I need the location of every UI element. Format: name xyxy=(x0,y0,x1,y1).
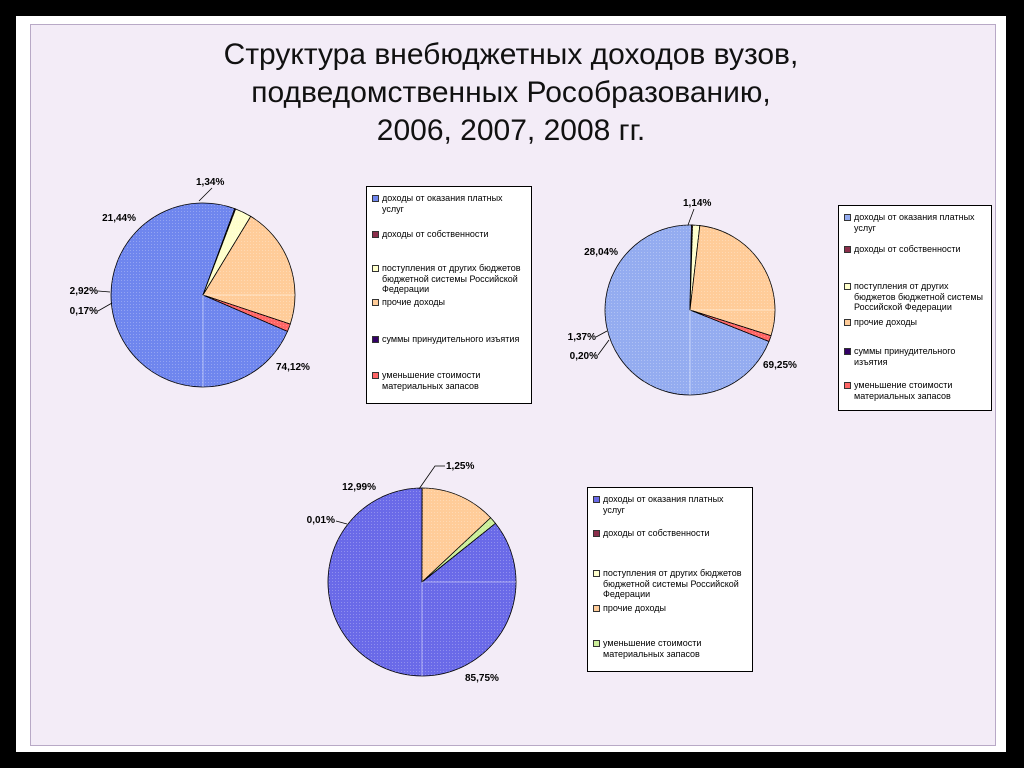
legend-item-other-income: прочие доходы xyxy=(372,297,524,308)
data-label-paid-services-2008: 85,75% xyxy=(465,673,499,684)
legend-item-other-budgets: поступления от других бюджетов бюджетной… xyxy=(844,281,984,313)
legend-swatch xyxy=(593,605,600,612)
slide-title: Структура внебюджетных доходов вузов, по… xyxy=(16,36,1006,150)
pie-chart-2007: 69,25% 0,20% 1,37% 28,04% 1,14% xyxy=(568,198,797,396)
pie-slice-texture xyxy=(422,488,491,582)
data-label-inventory-reduction-2007: 1,14% xyxy=(683,198,711,209)
legend-label: поступления от других бюджетов бюджетной… xyxy=(382,263,521,294)
legend-label: уменьшение стоимости материальных запасо… xyxy=(382,370,481,391)
legend-item-paid-services: доходы от оказания платных услуг xyxy=(593,494,745,515)
legend-swatch xyxy=(844,214,851,221)
data-label-paid-services-2007: 69,25% xyxy=(763,360,797,371)
legend-label: поступления от других бюджетов бюджетной… xyxy=(854,281,984,312)
legend-item-other-income: прочие доходы xyxy=(593,603,745,614)
legend-label: прочие доходы xyxy=(382,297,445,307)
legend-item-inventory-reduction: уменьшение стоимости материальных запасо… xyxy=(844,380,984,401)
legend-item-paid-services: доходы от оказания платных услуг xyxy=(372,193,524,214)
legend-label: доходы от оказания платных услуг xyxy=(603,494,724,515)
data-label-inventory-reduction-2006: 1,34% xyxy=(196,177,224,188)
pie-slice-texture xyxy=(203,208,251,295)
legend-item-inventory-reduction: уменьшение стоимости материальных запасо… xyxy=(372,370,524,391)
leader-line xyxy=(595,330,608,338)
title-line-1: Структура внебюджетных доходов вузов, xyxy=(223,38,799,71)
legend-swatch xyxy=(372,195,379,202)
data-label-other-income-2006: 21,44% xyxy=(102,213,136,224)
data-label-other-budgets-2007: 1,37% xyxy=(568,332,596,343)
data-label-other-income-2008: 12,99% xyxy=(342,482,376,493)
legend-swatch xyxy=(372,299,379,306)
legend-label: доходы от собственности xyxy=(603,528,710,538)
pie-slice-texture xyxy=(203,216,295,325)
legend-swatch xyxy=(844,348,851,355)
pie-slice-texture xyxy=(605,224,769,395)
legend-item-forced-seizure: суммы принудительного изъятия xyxy=(844,346,984,367)
legend-swatch xyxy=(844,382,851,389)
legend-item-forced-seizure: суммы принудительного изъятия xyxy=(372,334,524,345)
pie-chart-2008: 85,75% 0,01% 12,99% 1,25% xyxy=(307,461,517,684)
legend-swatch xyxy=(372,231,379,238)
data-label-other-income-2007: 28,04% xyxy=(584,247,618,258)
pie-slice-texture xyxy=(422,517,496,582)
leader-line xyxy=(97,290,111,293)
data-label-paid-services-2006: 74,12% xyxy=(276,362,310,373)
legend-swatch xyxy=(372,336,379,343)
pie-slice-texture xyxy=(690,310,772,342)
legend-item-other-income: прочие доходы xyxy=(844,317,984,328)
legend-swatch xyxy=(844,283,851,290)
legend-item-paid-services: доходы от оказания платных услуг xyxy=(844,212,984,233)
pie-slice-texture xyxy=(111,203,288,388)
legend-2006: доходы от оказания платных услуг доходы о… xyxy=(366,186,532,404)
legend-2008: доходы от оказания платных услуг доходы о… xyxy=(587,487,753,672)
legend-label: доходы от собственности xyxy=(854,244,961,254)
legend-label: поступления от других бюджетов бюджетной… xyxy=(603,568,742,599)
legend-swatch xyxy=(593,530,600,537)
leader-line xyxy=(335,520,348,525)
legend-label: уменьшение стоимости материальных запасо… xyxy=(854,380,953,401)
legend-item-other-budgets: поступления от других бюджетов бюджетной… xyxy=(372,263,524,295)
legend-label: суммы принудительного изъятия xyxy=(382,334,520,344)
legend-swatch xyxy=(593,570,600,577)
pie-chart-2006: 74,12% 0,17% 2,92% 21,44% 1,34% xyxy=(70,177,310,388)
legend-label: доходы от собственности xyxy=(382,229,489,239)
legend-swatch xyxy=(844,246,851,253)
legend-label: уменьшение стоимости материальных запасо… xyxy=(603,638,702,659)
data-label-property-income-2006: 0,17% xyxy=(70,306,98,317)
leader-line xyxy=(597,339,610,356)
legend-2007: доходы от оказания платных услуг доходы о… xyxy=(838,205,992,411)
legend-label: суммы принудительного изъятия xyxy=(854,346,956,367)
leader-line xyxy=(418,465,445,490)
legend-swatch xyxy=(372,265,379,272)
legend-swatch xyxy=(844,319,851,326)
data-label-inventory-reduction-2008: 1,25% xyxy=(446,461,474,472)
legend-label: прочие доходы xyxy=(603,603,666,613)
data-label-other-budgets-2006: 2,92% xyxy=(70,286,98,297)
data-label-property-income-2007: 0,20% xyxy=(570,351,598,362)
leader-line xyxy=(97,302,113,312)
legend-swatch xyxy=(372,372,379,379)
legend-item-property-income: доходы от собственности xyxy=(593,528,745,539)
data-label-property-income-2008: 0,01% xyxy=(307,515,335,526)
legend-swatch xyxy=(593,496,600,503)
pie-slice-texture xyxy=(690,225,775,336)
title-line-2: подведомственных Рособразованию, xyxy=(251,76,771,109)
legend-item-property-income: доходы от собственности xyxy=(844,244,984,255)
legend-label: доходы от оказания платных услуг xyxy=(382,193,503,214)
title-line-3: 2006, 2007, 2008 гг. xyxy=(376,114,646,147)
legend-label: прочие доходы xyxy=(854,317,917,327)
legend-swatch xyxy=(593,640,600,647)
legend-label: доходы от оказания платных услуг xyxy=(854,212,975,233)
legend-item-other-budgets: поступления от других бюджетов бюджетной… xyxy=(593,568,745,600)
legend-item-property-income: доходы от собственности xyxy=(372,229,524,240)
leader-line xyxy=(687,208,695,226)
pie-slice-texture xyxy=(203,295,291,332)
legend-item-inventory-reduction: уменьшение стоимости материальных запасо… xyxy=(593,638,745,659)
leader-line xyxy=(198,187,213,202)
